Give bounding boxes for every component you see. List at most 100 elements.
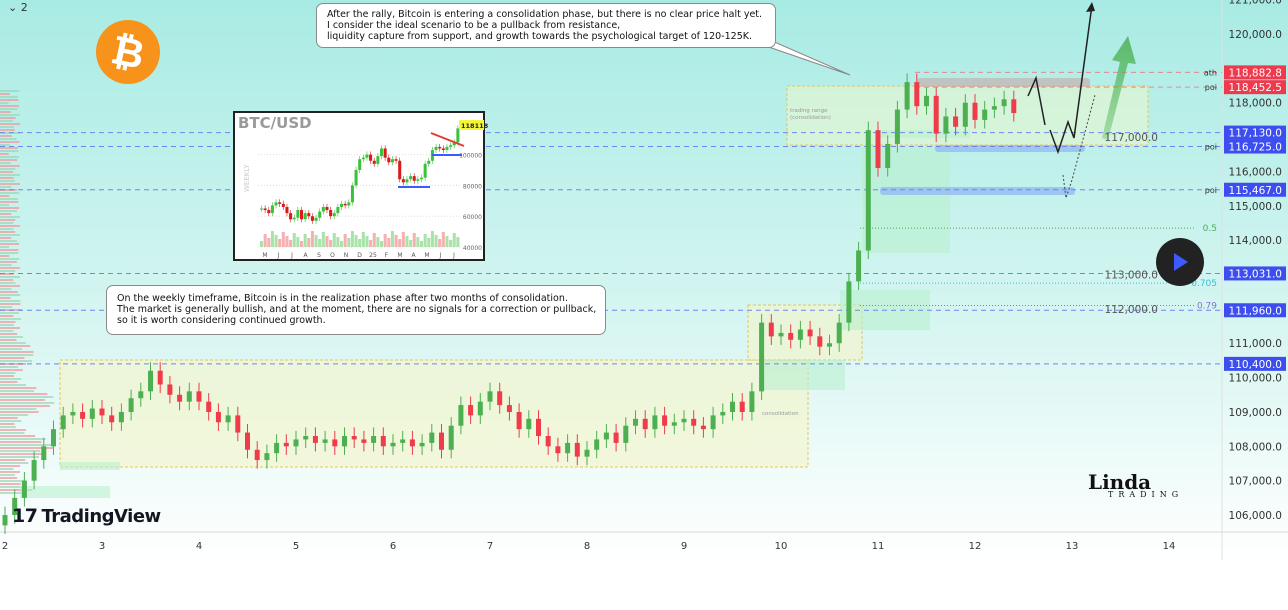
candle-body (274, 442, 280, 454)
inset-volume-bar (449, 240, 453, 247)
y-axis[interactable]: 106,000.0 107,000.0 108,000.0 109,000.0 110,… (1105, 0, 1282, 522)
tradingview-logo[interactable]: 17 TradingView (12, 505, 161, 527)
play-button[interactable] (1156, 238, 1204, 286)
inset-candle (285, 206, 289, 214)
inset-candle (303, 213, 307, 220)
inset-volume-bar (380, 241, 384, 247)
inset-candle (347, 202, 351, 206)
volume-profile-bar (0, 228, 14, 230)
inset-candle (350, 185, 354, 203)
volume-profile-bar (0, 372, 16, 374)
volume-profile-bar (0, 246, 10, 248)
volume-profile-bar (0, 405, 50, 407)
candle-body (991, 106, 997, 110)
volume-profile-bar (0, 180, 16, 182)
candle-body (836, 322, 842, 344)
inset-volume-bar (281, 232, 285, 247)
volume-profile-bar (0, 480, 26, 482)
candle-body (875, 130, 881, 169)
x-axis[interactable]: 2 3 4 5 6 7 8 9 10 11 12 13 14 (2, 541, 1176, 552)
inset-volume-bar (372, 233, 376, 247)
alt-projection-path (1062, 94, 1096, 199)
candle-body (264, 453, 270, 461)
candle-body (526, 418, 532, 430)
candle-body (603, 432, 609, 440)
projection-path (1027, 75, 1046, 126)
volume-profile-bar (0, 378, 22, 380)
inset-volume-bar (358, 239, 362, 247)
inset-candle (289, 213, 293, 220)
inset-volume-bar (318, 239, 322, 247)
candle-body (215, 411, 221, 423)
volume-profile-bar (0, 108, 18, 110)
candle-body (768, 322, 774, 337)
volume-profile-bar (0, 225, 21, 227)
volume-profile-bar (0, 216, 20, 218)
arrow-head-icon (1086, 2, 1095, 12)
inset-volume-bar (434, 235, 438, 247)
candle-body (118, 411, 124, 423)
candle-body (303, 436, 309, 440)
inset-volume-bar (405, 236, 409, 247)
candle-body (536, 418, 541, 437)
timeframe-toggle[interactable]: ⌄ 2 (8, 1, 28, 14)
candle-body (691, 418, 697, 426)
fvg-zone (60, 462, 120, 470)
inset-candle (307, 213, 311, 217)
volume-profile-bar (0, 105, 19, 107)
inset-candle (296, 210, 300, 218)
inset-candle (394, 159, 398, 161)
volume-profile-bar (0, 276, 21, 278)
inset-volume-bar (441, 232, 445, 247)
x-tick-label: 10 (775, 541, 788, 552)
volume-profile-bar (0, 321, 16, 323)
note-line: The market is generally bullish, and at … (117, 304, 597, 315)
inset-volume-bar (260, 241, 264, 247)
top-annotation: After the rally, Bitcoin is entering a c… (316, 3, 776, 48)
inset-volume-bar (343, 234, 347, 247)
price-label-bg (1224, 80, 1286, 95)
volume-profile-bar (0, 336, 24, 338)
volume-profile-bar (0, 201, 19, 203)
volume-profile-bar (0, 264, 12, 266)
target-arrow-icon (1102, 36, 1136, 140)
fvg-zone (20, 486, 110, 498)
volume-profile-bar (0, 414, 29, 416)
inset-candle (369, 154, 373, 161)
candle-body (51, 429, 56, 447)
author-logo: Linda TRADING (1088, 470, 1183, 499)
projection-path (1049, 4, 1093, 155)
volume-profile-bar (0, 303, 21, 305)
inset-volume-bar (292, 233, 296, 247)
volume-profile-bar (0, 255, 10, 257)
candles (2, 73, 1017, 534)
inset-volume-bar (310, 231, 314, 247)
inset-volume-bar (270, 231, 274, 247)
y-tick-label: 106,000.0 (1229, 510, 1282, 522)
price-label: 118,882.8 (1229, 67, 1282, 79)
candle-body (99, 408, 105, 416)
trading-range-sublabel: (consolidation) (790, 115, 831, 121)
inset-volume-bar (289, 240, 293, 247)
inset-candle (300, 210, 304, 220)
volume-profile-bar (0, 210, 17, 212)
fvg-zone (862, 147, 950, 253)
volume-profile-bar (0, 324, 14, 326)
inset-candle (314, 217, 318, 221)
candle-body (206, 401, 212, 412)
inset-volume-bar (300, 241, 304, 247)
volume-profile-bar (0, 357, 25, 359)
candle-body (429, 432, 435, 443)
volume-profile-bar (0, 312, 19, 314)
inset-x-label: J (290, 252, 293, 259)
volume-profile-bar (0, 297, 11, 299)
inset-candle (267, 210, 271, 214)
volume-profile-bar (0, 219, 16, 221)
volume-profile-bar (0, 117, 16, 119)
volume-profile-bar (0, 285, 20, 287)
zones: trading range(consolidation) consolidatio… (20, 78, 1149, 498)
candle-body (148, 370, 153, 392)
price-label-bg (1224, 266, 1286, 281)
inset-volume-bar (401, 232, 405, 247)
